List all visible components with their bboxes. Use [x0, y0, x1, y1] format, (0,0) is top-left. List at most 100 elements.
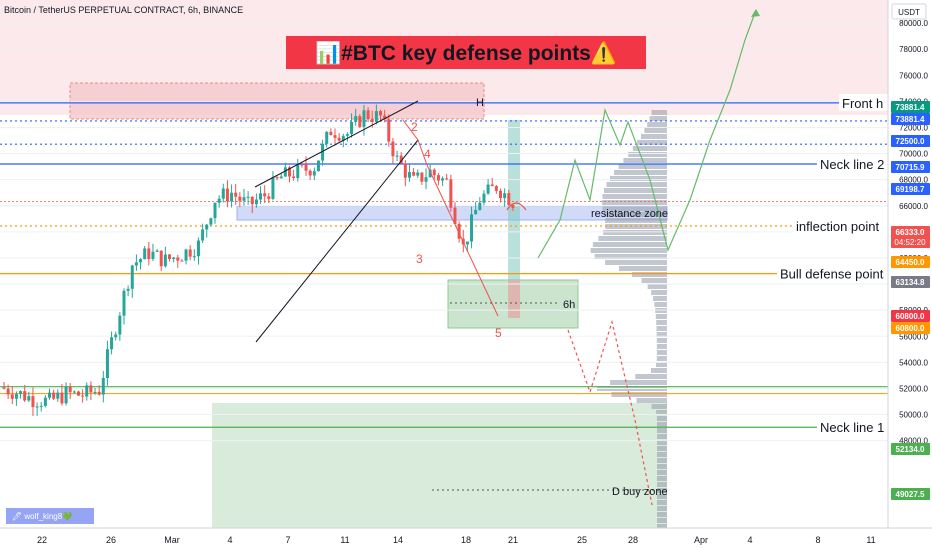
annotation-5: 5	[495, 326, 502, 340]
candle-body	[354, 116, 358, 123]
candle-body	[60, 392, 64, 404]
y-tick-label: 54000.0	[899, 358, 928, 367]
volume-profile-bar	[592, 242, 667, 247]
volume-profile-bar	[635, 374, 667, 379]
volume-profile-bar	[656, 362, 667, 367]
candle-body	[503, 193, 507, 199]
currency-button[interactable]	[891, 3, 927, 20]
candle-body	[176, 257, 180, 261]
candle-body	[316, 160, 320, 172]
candle-body	[31, 396, 35, 408]
candle-body	[267, 196, 271, 199]
volume-profile-bar	[618, 164, 667, 169]
wedge-lower-line	[255, 139, 419, 343]
candle-body	[151, 251, 155, 260]
candle-body	[325, 131, 329, 144]
volume-profile-bar	[601, 200, 667, 205]
volume-profile-bar	[656, 416, 667, 421]
volume-profile-bar	[623, 158, 667, 163]
volume-profile-bar	[628, 152, 667, 157]
currency-button-label: USDT	[898, 8, 920, 17]
level-label-inflection-point: inflection point	[796, 219, 879, 234]
volume-profile-bar	[606, 182, 667, 187]
volume-profile-bar	[651, 110, 667, 115]
candle-body	[391, 141, 395, 157]
price-tag: 60800.0	[896, 324, 925, 333]
candle-body	[337, 137, 341, 141]
symbol-title: Bitcoin / TetherUS PERPETUAL CONTRACT, 6…	[4, 5, 243, 15]
price-tag: 66333.0	[896, 228, 925, 237]
volume-profile-bar	[602, 206, 667, 211]
candle-body	[350, 122, 354, 135]
candle-body	[35, 406, 39, 408]
level-label-front-h: Front h	[842, 96, 883, 111]
volume-profile-bar	[632, 146, 667, 151]
volume-profile-bar	[603, 230, 667, 235]
volume-profile-bar	[647, 122, 667, 127]
x-tick-label: 26	[106, 535, 116, 545]
candle-body	[428, 169, 432, 178]
volume-profile-bar	[657, 494, 667, 499]
price-tag-bg	[891, 276, 930, 288]
candle-body	[412, 172, 416, 176]
volume-profile-bar	[649, 116, 667, 121]
candle-body	[180, 260, 184, 262]
candle-body	[399, 155, 403, 164]
volume-profile-bar	[656, 338, 667, 343]
candle-body	[387, 119, 391, 142]
candle-body	[110, 337, 114, 350]
title-banner-text: 📊#BTC key defense points⚠️	[315, 40, 617, 65]
y-tick-label: 66000.0	[899, 202, 928, 211]
candle-body	[101, 377, 105, 395]
price-tag-bg	[891, 183, 930, 195]
candle-body	[64, 386, 68, 404]
candle-body	[27, 396, 31, 401]
candle-body	[23, 391, 27, 401]
y-tick-label: 80000.0	[899, 19, 928, 28]
volume-profile-bar	[657, 506, 667, 511]
candle-body	[271, 177, 275, 199]
bullish-projection-arrowhead	[751, 9, 760, 17]
candle-body	[474, 210, 478, 215]
candle-body	[143, 248, 147, 260]
candle-body	[172, 257, 176, 260]
level-label-bg	[793, 216, 911, 234]
x-tick-label: Apr	[694, 535, 708, 545]
candle-body	[118, 315, 122, 335]
volume-profile-bar	[598, 236, 667, 241]
volume-profile-bar	[653, 296, 667, 301]
candle-body	[341, 135, 345, 141]
candle-body	[254, 199, 258, 205]
volume-profile-bar	[656, 320, 667, 325]
annotation-resistance-zone: resistance zone	[591, 208, 668, 220]
candle-body	[213, 202, 217, 219]
candle-body	[470, 214, 474, 242]
price-tag: 69198.7	[896, 185, 925, 194]
x-tick-label: 28	[628, 535, 638, 545]
level-label-bg	[777, 264, 909, 282]
candle-body	[14, 393, 18, 399]
volume-profile-bar	[657, 470, 667, 475]
candle-body	[507, 193, 511, 206]
volume-profile-bar	[657, 452, 667, 457]
d-buy-zone-box	[212, 403, 667, 530]
candle-body	[159, 250, 163, 267]
y-tick-label: 72000.0	[899, 123, 928, 132]
volume-profile-bar	[590, 248, 667, 253]
wave-line	[402, 119, 499, 317]
candle-body	[445, 178, 449, 180]
volume-profile	[590, 110, 667, 529]
candle-body	[126, 288, 130, 291]
candle-body	[89, 385, 93, 393]
candle-body	[449, 179, 453, 208]
volume-profile-bar	[640, 134, 667, 139]
candle-body	[184, 249, 188, 261]
y-tick-label: 76000.0	[899, 71, 928, 80]
y-tick-label: 56000.0	[899, 332, 928, 341]
volume-profile-bar	[657, 500, 667, 505]
level-label-bg	[817, 418, 900, 436]
volume-profile-bar	[610, 380, 667, 385]
candle-body	[246, 196, 250, 198]
x-tick-label: Mar	[164, 535, 180, 545]
